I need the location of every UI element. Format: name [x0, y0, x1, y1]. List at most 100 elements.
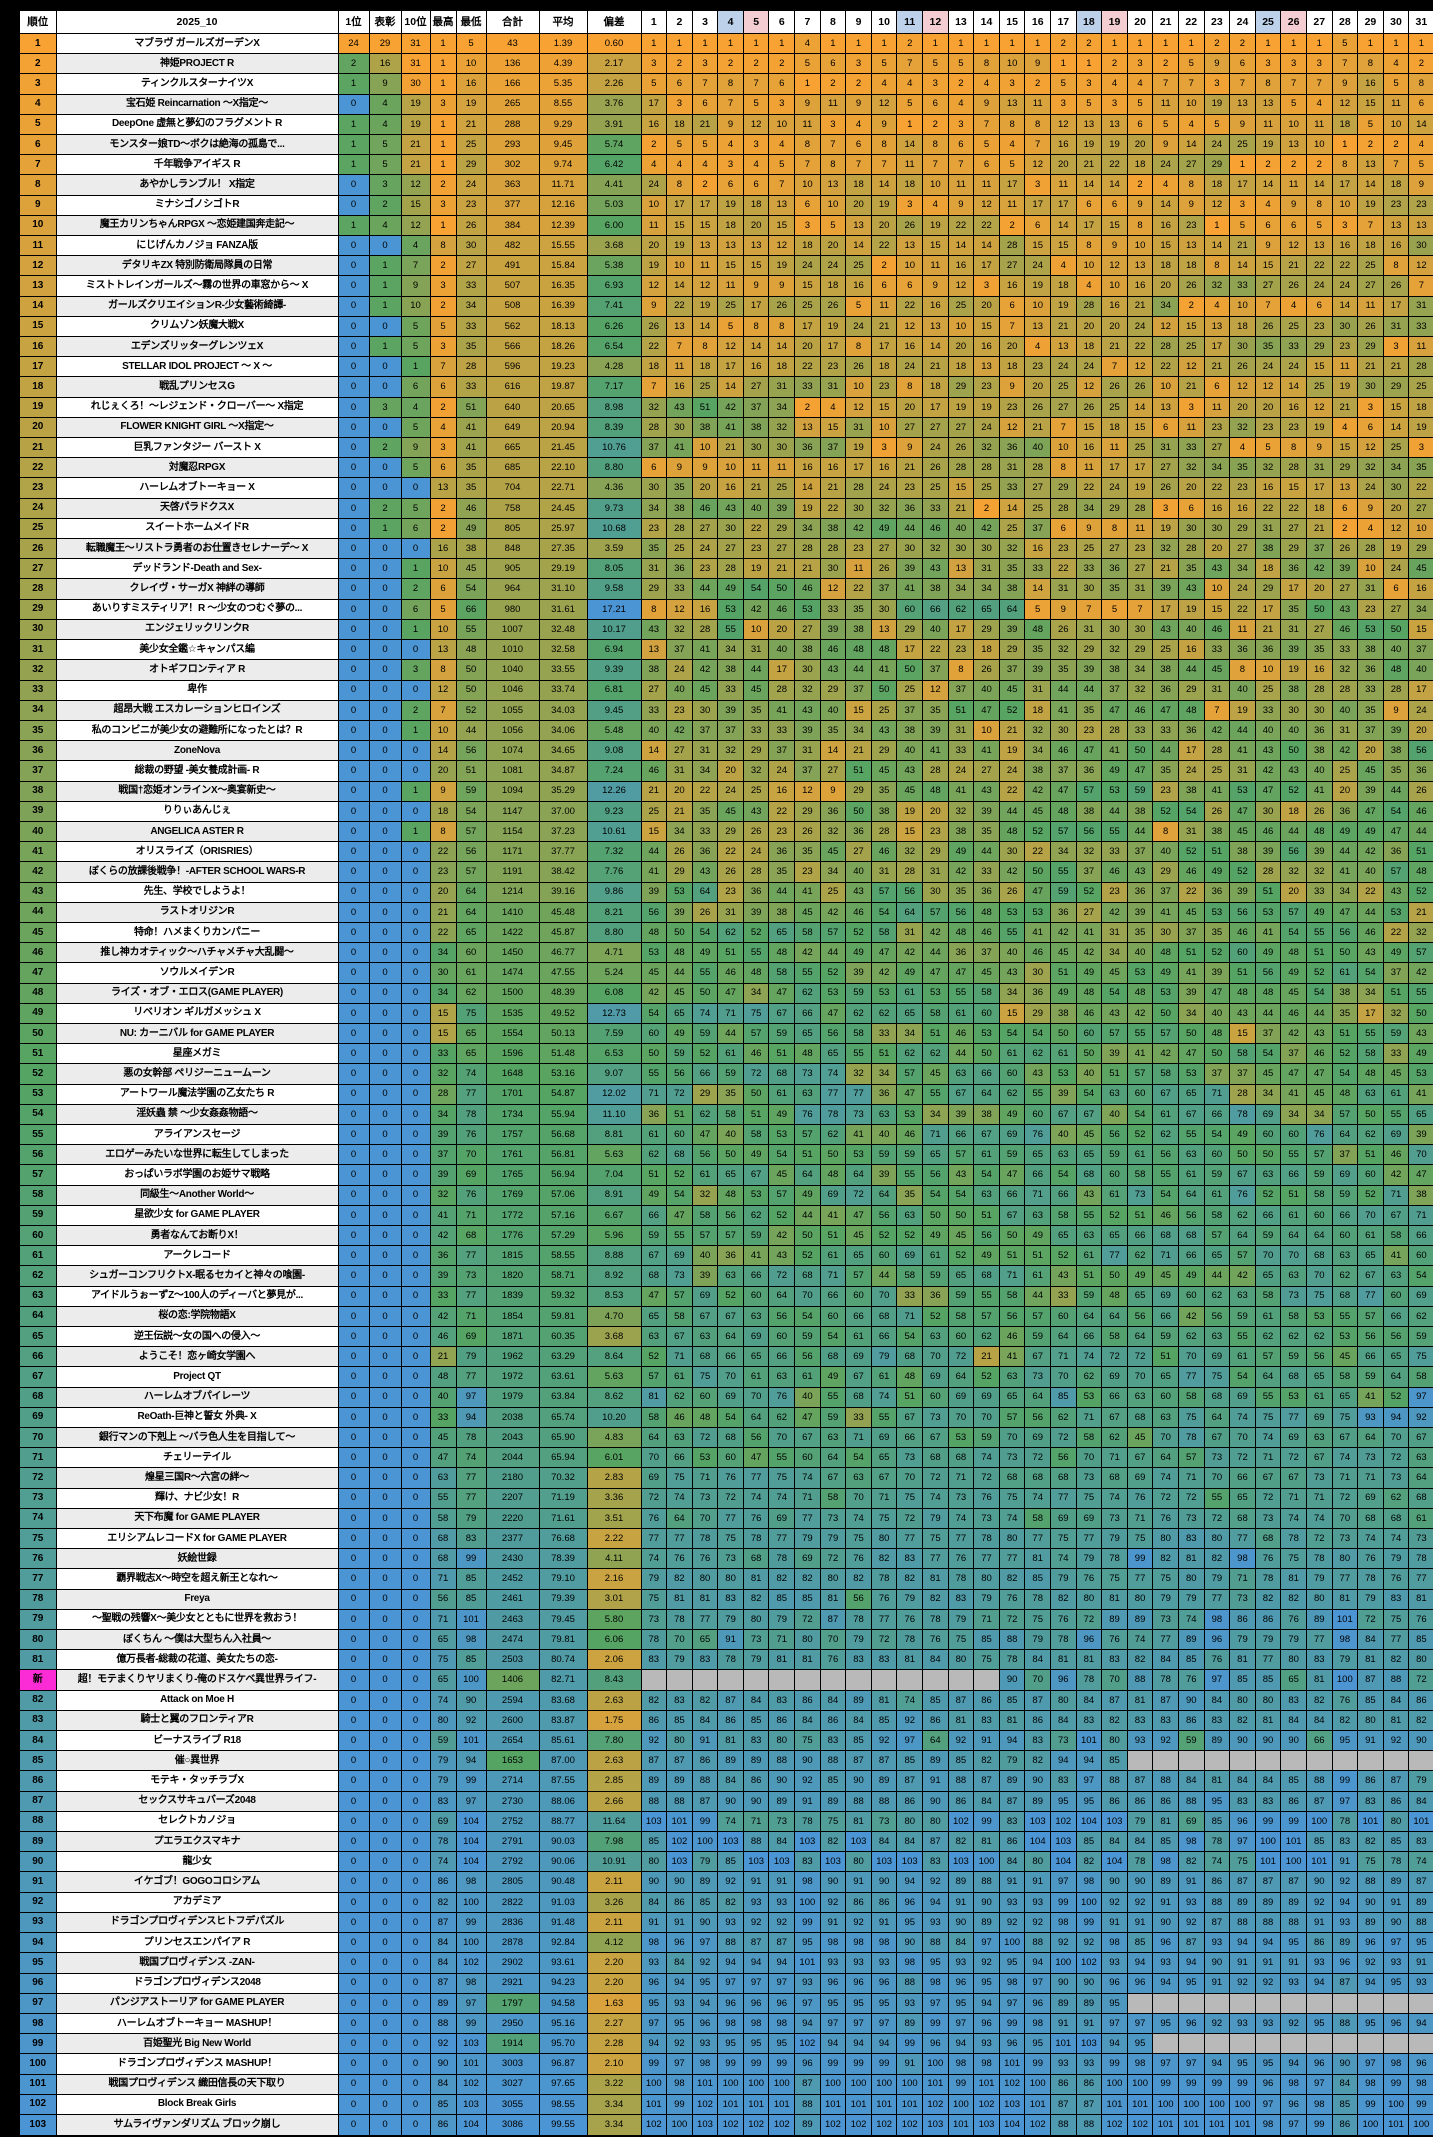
day-cell: 42 [973, 517, 1000, 540]
stat-award-cell: 0 [368, 1568, 402, 1590]
day-cell: 101 [1357, 1810, 1384, 1833]
day-cell: 10 [1331, 194, 1359, 216]
day-cell: 47 [1050, 780, 1077, 802]
day-cell: 55 [947, 982, 975, 1004]
stat-worst-cell: 75 [455, 1002, 487, 1024]
stat-award-cell: 0 [368, 1831, 402, 1853]
day-cell: 94 [1101, 2033, 1128, 2055]
day-cell: 86 [1280, 1790, 1307, 1812]
day-cell: 1 [1050, 53, 1077, 75]
stat-average-cell: 29.19 [538, 558, 588, 580]
day-cell: 19 [998, 740, 1026, 762]
stat-award-cell: 0 [368, 1063, 402, 1085]
day-cell: 47 [1382, 820, 1410, 843]
day-cell: 53 [998, 901, 1026, 923]
day-cell: 72 [1357, 1608, 1384, 1631]
day-cell: 36 [922, 1285, 949, 1307]
day-cell: 4 [870, 73, 898, 95]
day-cell: 102 [998, 2073, 1026, 2095]
day-cell: 70 [666, 1629, 693, 1651]
stat-deviation-cell: 2.63 [586, 1750, 642, 1772]
day-cell: 36 [870, 1083, 898, 1105]
day-cell: 42 [1229, 1265, 1256, 1287]
day-cell: 75 [1126, 1528, 1154, 1550]
stat-top10-cell: 0 [400, 1346, 431, 1368]
day-cell: 89 [794, 2113, 821, 2137]
stat-best-cell: 6 [429, 376, 457, 398]
day-cell: 15 [742, 255, 770, 277]
stat-best-cell: 84 [429, 2073, 457, 2095]
day-cell: 51 [1126, 1204, 1154, 1226]
stat-award-cell: 0 [368, 416, 402, 439]
day-cell: 67 [1152, 1083, 1179, 1105]
day-cell: 48 [1177, 699, 1205, 721]
day-cell: 38 [998, 578, 1026, 600]
day-cell: 90 [1075, 1972, 1103, 1994]
day-cell: 94 [640, 2033, 668, 2055]
stat-worst-cell: 98 [455, 1629, 487, 1651]
day-cell: 60 [1408, 1245, 1433, 1267]
day-cell: 92 [1408, 1406, 1433, 1429]
stat-deviation-cell: 4.28 [586, 356, 642, 378]
day-cell: 64 [768, 1285, 796, 1307]
day-cell: 79 [1357, 1588, 1384, 1610]
day-cell: 26 [794, 820, 821, 843]
day-cell: 31 [691, 740, 719, 762]
day-cell: 11 [870, 295, 898, 317]
stat-award-cell: 0 [368, 1164, 402, 1186]
day-cell: 48 [691, 1406, 719, 1429]
day-cell: 10 [717, 457, 744, 479]
stat-top10-cell: 0 [400, 1790, 431, 1812]
day-cell: 45 [973, 962, 1000, 984]
day-cell: 87 [1203, 1911, 1231, 1934]
day-cell-empty [947, 1669, 975, 1691]
day-cell: 74 [1305, 1507, 1333, 1530]
title-cell: プエラエクスマキナ [55, 1831, 339, 1853]
day-cell: 90 [1382, 1911, 1410, 1934]
stat-worst-cell: 46 [455, 497, 487, 519]
day-cell: 73 [1357, 1447, 1384, 1469]
day-cell: 34 [691, 760, 719, 782]
day-cell: 23 [1229, 477, 1256, 499]
day-cell-empty [1382, 1750, 1410, 1772]
day-cell: 82 [768, 1568, 796, 1590]
day-cell: 16 [1280, 396, 1307, 418]
day-cell: 87 [691, 1790, 719, 1812]
day-cell: 51 [947, 699, 975, 721]
day-cell: 29 [1152, 861, 1179, 883]
rank-cell: 24 [18, 497, 57, 519]
title-cell: りりぃあんじぇ [55, 800, 339, 822]
day-cell: 42 [845, 517, 872, 540]
day-cell: 31 [742, 639, 770, 661]
day-cell: 20 [1177, 477, 1205, 499]
day-cell: 54 [1254, 1043, 1282, 1065]
stat-top10-cell: 2 [400, 578, 431, 600]
day-cell: 28 [1126, 497, 1154, 519]
day-cell: 15 [1126, 416, 1154, 439]
rank-cell: 93 [18, 1911, 57, 1934]
day-cell: 85 [1382, 1831, 1410, 1853]
day-cell: 69 [1254, 1103, 1282, 1125]
stat-worst-cell: 33 [455, 376, 487, 398]
day-cell: 49 [870, 517, 898, 540]
day-cell: 40 [819, 699, 847, 721]
day-cell: 75 [947, 1629, 975, 1651]
day-cell: 58 [1254, 1285, 1282, 1307]
day-cell: 59 [1177, 1730, 1205, 1752]
day-cell: 9 [870, 113, 898, 136]
day-cell: 21 [1203, 356, 1231, 378]
day-cell: 84 [640, 1891, 668, 1913]
stat-top10-cell: 0 [400, 1709, 431, 1732]
day-cell: 1 [1305, 32, 1333, 55]
day-cell: 41 [1280, 1083, 1307, 1105]
day-cell: 60 [973, 1002, 1000, 1024]
day-cell: 93 [1126, 1730, 1154, 1752]
stat-total-cell: 2043 [485, 1427, 540, 1449]
table-row: 5 DeepOne 虚無と夢幻のフラグメント R 1 4 19 1 21 288 9.29 3.9… [18, 113, 1433, 136]
day-cell: 97 [947, 2012, 975, 2035]
day-cell: 21 [640, 780, 668, 802]
day-cell: 33 [1152, 719, 1179, 742]
day-cell: 83 [1357, 1790, 1384, 1812]
day-cell: 45 [896, 780, 924, 802]
day-cell: 28 [845, 477, 872, 499]
